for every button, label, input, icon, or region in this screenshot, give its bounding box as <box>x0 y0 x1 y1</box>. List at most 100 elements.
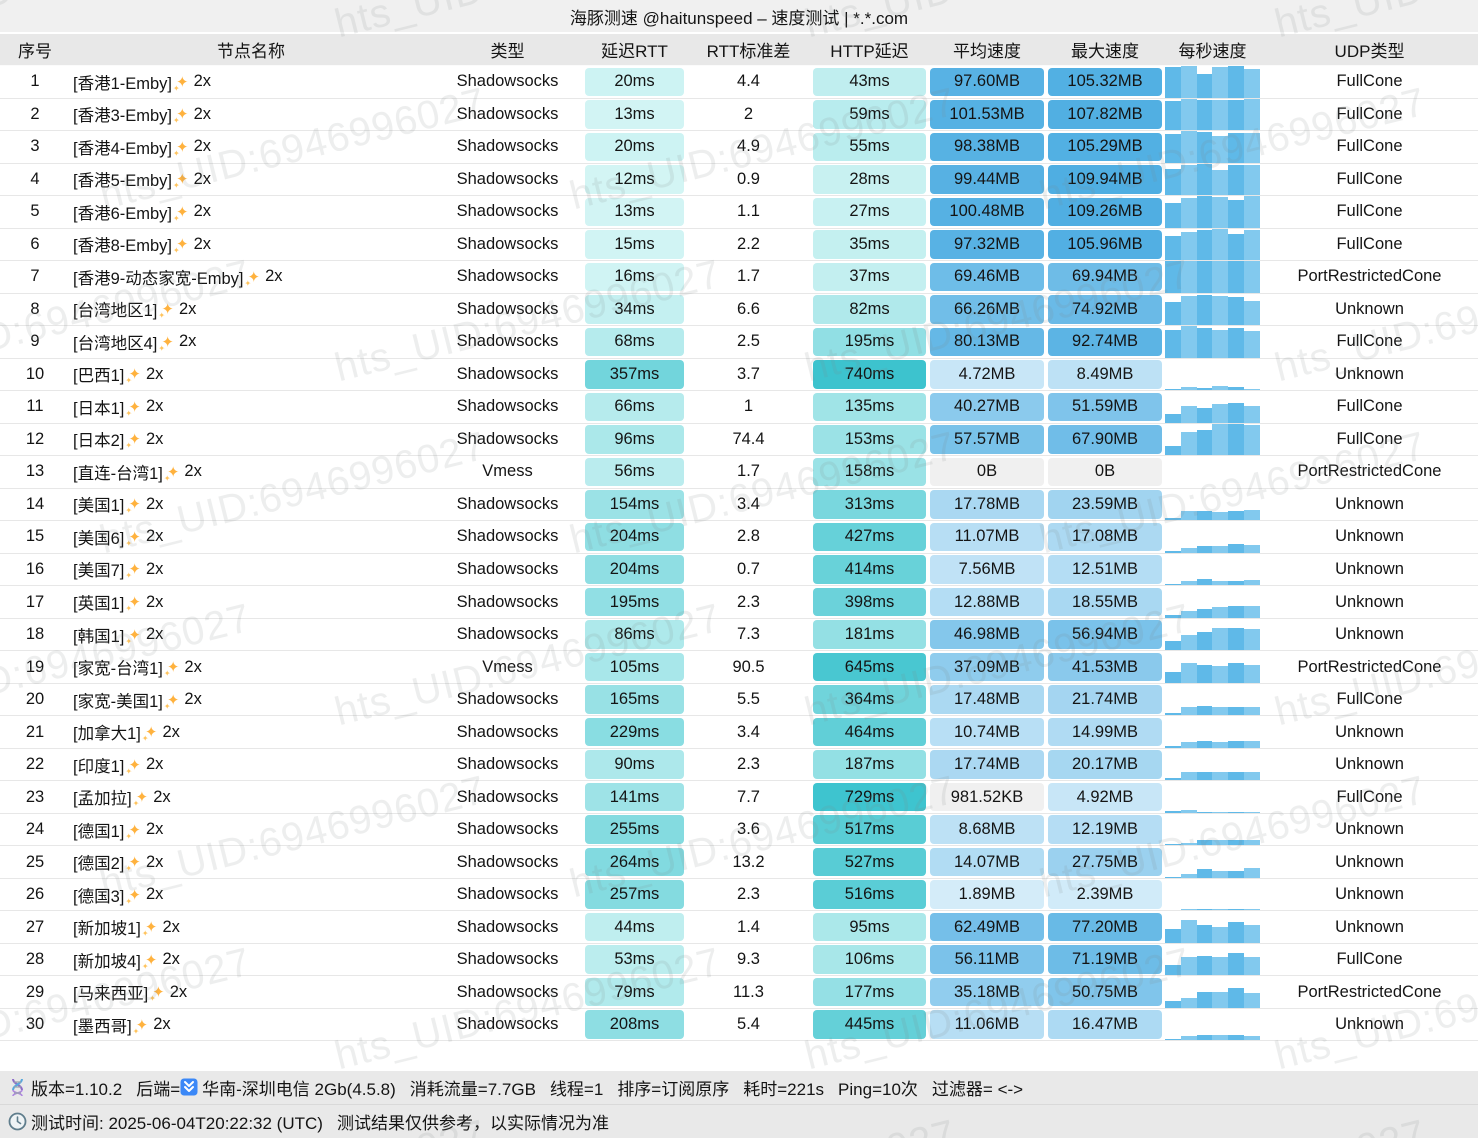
rtt-cell-value: 264ms <box>585 847 684 877</box>
node-name-label: [香港5-Emby] <box>73 172 173 191</box>
table-row: 2 [香港3-Emby] ✦ ✦ 2x Shadowsocks 13ms 2 59ms 101.5… <box>0 98 1478 132</box>
row-index-cell: 9 <box>30 332 40 351</box>
speed-sparkline <box>1164 944 1261 976</box>
max-speed-cell-value: 92.74MB <box>1048 327 1162 357</box>
sparkles-icon: ✦ ✦ <box>125 594 141 613</box>
table-row: 3 [香港4-Emby] ✦ ✦ 2x Shadowsocks 20ms 4.9 55ms 98.… <box>0 131 1478 164</box>
http-latency-cell: 195ms <box>811 326 928 358</box>
rtt-cell: 16ms <box>583 261 686 293</box>
node-name-cell: [德国2] ✦ ✦ 2x <box>70 846 432 878</box>
protocol-type-cell: Shadowsocks <box>456 332 559 351</box>
rtt-cell-value: 195ms <box>585 587 684 617</box>
protocol-type-cell: Shadowsocks <box>456 494 559 513</box>
protocol-type-cell: Shadowsocks <box>456 364 559 383</box>
footer: 版本=1.10.2 后端= 华南-深圳电信 2Gb(4.5.8) 消耗流量=7.… <box>0 1071 1478 1138</box>
node-name-cell: [家宽-美国1] ✦ ✦ 2x <box>70 684 432 716</box>
node-multiplier-label: 2x <box>145 364 164 383</box>
avg-speed-cell-value: 1.89MB <box>930 880 1044 909</box>
speed-sparkline <box>1164 716 1261 748</box>
http-latency-cell: 37ms <box>811 261 928 293</box>
node-name-cell: [台湾地区4] ✦ ✦ 2x <box>70 326 432 358</box>
rtt-cell-value: 12ms <box>585 165 684 194</box>
node-multiplier-label: 2x <box>145 820 164 839</box>
backend-text: 华南-深圳电信 2Gb(4.5.8) <box>202 1079 396 1099</box>
row-index-cell: 23 <box>25 787 45 806</box>
max-speed-cell-value: 105.32MB <box>1048 67 1162 97</box>
protocol-type-cell: Shadowsocks <box>456 982 559 1001</box>
protocol-type-cell: Shadowsocks <box>456 625 559 644</box>
http-latency-cell-value: 740ms <box>813 360 926 389</box>
rtt-stddev-cell: 5.5 <box>737 690 760 709</box>
max-speed-cell: 109.26MB <box>1046 196 1164 228</box>
node-name-cell: [美国1] ✦ ✦ 2x <box>70 489 432 521</box>
footer-time-line: 测试时间: 2025-06-04T20:22:32 (UTC) 测试结果仅供参考… <box>0 1104 1478 1138</box>
per-second-speed-cell <box>1164 423 1261 456</box>
table-row: 27 [新加坡1] ✦ ✦ 2x Shadowsocks 44ms 1.4 95ms 62.49M… <box>0 911 1478 944</box>
row-index-cell: 18 <box>25 625 45 644</box>
speed-sparkline <box>1164 423 1261 456</box>
avg-speed-cell: 97.32MB <box>928 229 1046 261</box>
node-name-label: [美国1] <box>73 497 125 516</box>
rtt-stddev-cell: 2.3 <box>737 592 760 611</box>
row-index-cell: 17 <box>25 592 45 611</box>
node-name-label: [马来西亚] <box>73 985 149 1004</box>
udp-type-cell: Unknown <box>1335 592 1404 611</box>
per-second-speed-cell <box>1164 163 1261 196</box>
rtt-cell: 86ms <box>583 619 686 651</box>
max-speed-cell: 0B <box>1046 456 1164 488</box>
rtt-cell-value: 15ms <box>585 230 684 259</box>
rtt-cell: 357ms <box>583 359 686 391</box>
rtt-cell-value: 229ms <box>585 717 684 747</box>
max-speed-cell: 2.39MB <box>1046 879 1164 911</box>
avg-speed-cell-value: 0B <box>930 457 1044 487</box>
rtt-cell: 154ms <box>583 489 686 521</box>
rtt-cell-value: 16ms <box>585 262 684 292</box>
max-speed-cell-value: 56.94MB <box>1048 620 1162 649</box>
max-speed-cell: 14.99MB <box>1046 716 1164 748</box>
sparkles-icon: ✦ ✦ <box>125 626 141 646</box>
rtt-stddev-cell: 3.4 <box>737 722 760 741</box>
http-latency-cell-value: 27ms <box>813 197 926 227</box>
backend-label: 后端= <box>136 1079 181 1099</box>
node-multiplier-label: 2x <box>145 755 164 774</box>
sparkles-icon: ✦ ✦ <box>173 138 189 158</box>
rtt-cell: 13ms <box>583 99 686 131</box>
http-latency-cell-value: 729ms <box>813 782 926 812</box>
avg-speed-cell-value: 97.32MB <box>930 230 1044 259</box>
avg-speed-cell-value: 11.06MB <box>930 1010 1044 1039</box>
rtt-cell-value: 165ms <box>585 685 684 714</box>
http-latency-cell: 27ms <box>811 196 928 228</box>
speed-sparkline <box>1164 781 1261 813</box>
node-multiplier-label: 2x <box>193 169 212 188</box>
http-latency-cell-value: 28ms <box>813 165 926 194</box>
max-speed-cell: 18.55MB <box>1046 586 1164 618</box>
node-name-label: [香港9-动态家宽-Emby] <box>73 269 244 288</box>
udp-type-cell: Unknown <box>1335 885 1404 904</box>
udp-type-cell: FullCone <box>1336 72 1403 91</box>
table-row: 29 [马来西亚] ✦ ✦ 2x Shadowsocks 79ms 11.3 177ms 35.1… <box>0 976 1478 1009</box>
http-latency-cell-value: 364ms <box>813 685 926 714</box>
max-speed-cell: 105.29MB <box>1046 131 1164 163</box>
rtt-stddev-cell: 1 <box>743 397 754 416</box>
rtt-cell: 68ms <box>583 326 686 358</box>
udp-type-cell: FullCone <box>1336 787 1403 806</box>
http-latency-cell-value: 398ms <box>813 587 926 617</box>
threads-text: 线程=1 <box>549 1079 604 1099</box>
node-name-cell: [墨西哥] ✦ ✦ 2x <box>70 1009 432 1041</box>
max-speed-cell-value: 77.20MB <box>1048 912 1162 942</box>
rtt-cell: 13ms <box>583 196 686 228</box>
row-index-cell: 10 <box>25 364 45 383</box>
filter-text: 过滤器= <-> <box>931 1079 1024 1099</box>
rtt-cell-value: 20ms <box>585 132 684 162</box>
table-row: 8 [台湾地区1] ✦ ✦ 2x Shadowsocks 34ms 6.6 82ms 66.26M… <box>0 294 1478 327</box>
rtt-cell: 257ms <box>583 879 686 911</box>
avg-speed-cell: 100.48MB <box>928 196 1046 228</box>
col-header-spark: 每秒速度 <box>1178 42 1247 61</box>
row-index-cell: 1 <box>30 72 40 91</box>
udp-type-cell: FullCone <box>1336 332 1403 351</box>
node-multiplier-label: 2x <box>178 299 197 318</box>
node-name-label: [日本2] <box>73 432 125 451</box>
http-latency-cell-value: 427ms <box>813 522 926 552</box>
table-row: 15 [美国6] ✦ ✦ 2x Shadowsocks 204ms 2.8 427ms 11.07… <box>0 521 1478 554</box>
node-name-label: [美国7] <box>73 562 125 581</box>
